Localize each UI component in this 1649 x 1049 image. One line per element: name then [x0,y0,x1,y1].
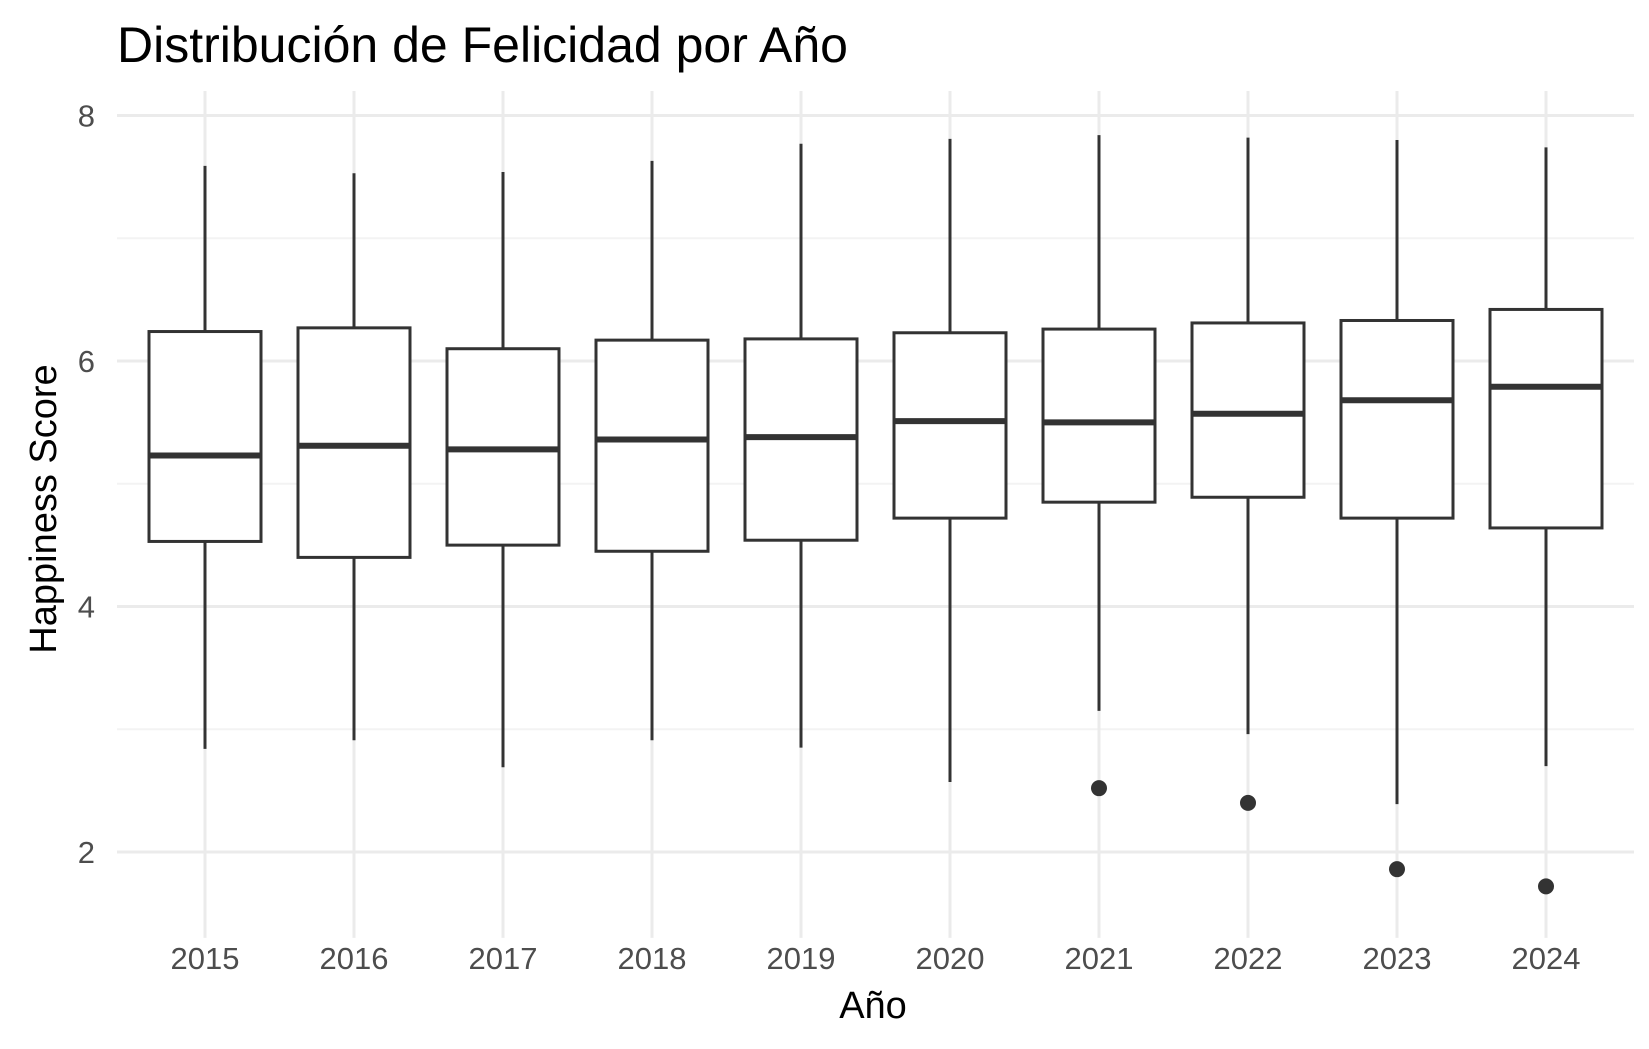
box-iqr [892,331,1008,520]
y-tick-label: 4 [78,590,95,625]
boxes [147,135,1604,895]
box-2016 [296,173,412,741]
box-iqr [147,330,263,543]
box-2015 [147,165,263,749]
box-iqr [1041,327,1157,504]
y-tick-label: 8 [78,99,95,134]
outlier-point [1091,780,1107,797]
x-tick-label: 2023 [1363,941,1432,976]
x-tick-label: 2017 [469,941,538,976]
y-tick-label: 6 [78,344,95,379]
box-2023 [1339,140,1455,878]
y-tick-labels: 2 4 6 8 [78,99,95,871]
box-iqr [296,326,412,559]
box-iqr [1488,307,1604,530]
x-tick-label: 2018 [618,941,687,976]
x-tick-labels: 2015 2016 2017 2018 2019 2020 2021 2022 2023 2024 [171,941,1581,976]
outlier-point [1538,878,1554,895]
x-tick-label: 2021 [1065,941,1134,976]
box-2021 [1041,135,1157,797]
y-axis-title: Happiness Score [23,364,65,653]
outlier-point [1240,794,1256,811]
box-2019 [743,143,859,748]
box-2024 [1488,147,1604,895]
box-2022 [1190,137,1306,811]
x-tick-label: 2022 [1214,941,1283,976]
box-iqr [594,338,710,553]
box-2020 [892,138,1008,783]
x-tick-label: 2016 [320,941,389,976]
x-tick-label: 2015 [171,941,240,976]
box-iqr [1190,321,1306,499]
x-tick-label: 2024 [1512,941,1581,976]
y-tick-label: 2 [78,835,95,870]
box-iqr [1339,318,1455,520]
x-tick-label: 2020 [916,941,985,976]
x-axis-title: Año [839,985,907,1027]
chart-title: Distribución de Felicidad por Año [117,17,848,73]
x-tick-label: 2019 [767,941,836,976]
box-2018 [594,160,710,741]
outlier-point [1389,861,1405,878]
box-2017 [445,171,561,768]
